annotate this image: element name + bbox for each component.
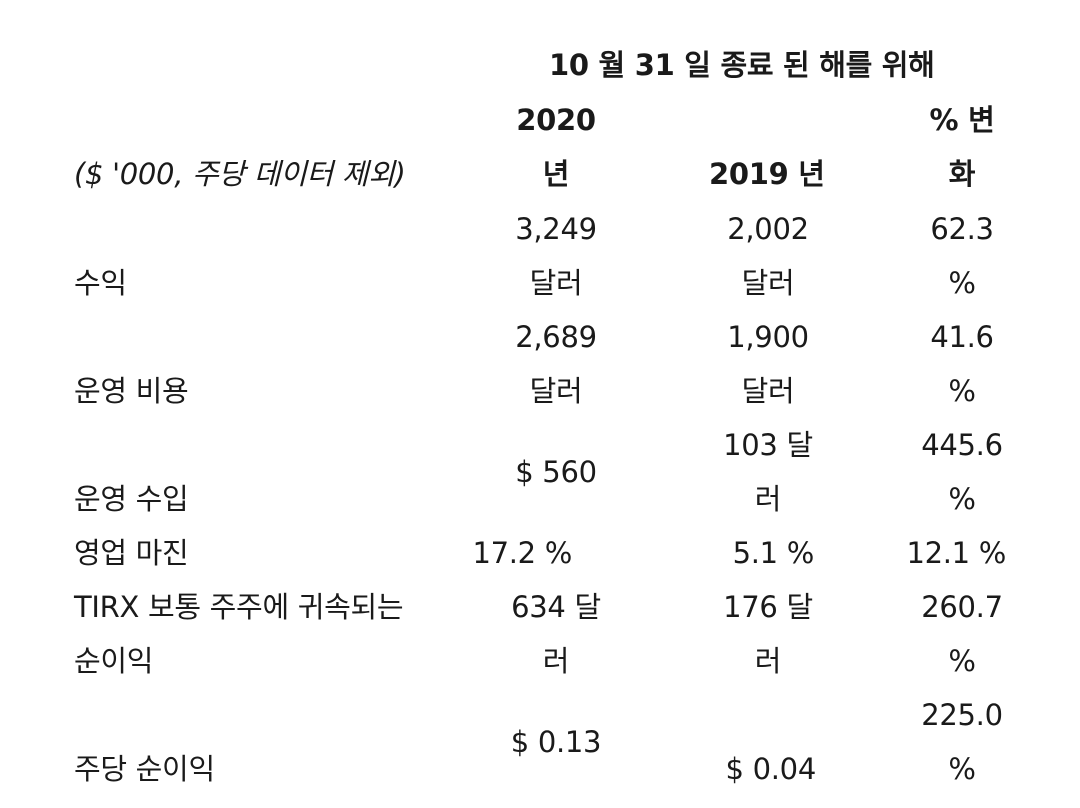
col-change-header-line2: 화	[948, 157, 976, 191]
cell-change: %	[948, 482, 976, 516]
cell-2020: $ 560	[515, 455, 597, 489]
row-label: 수익	[74, 266, 127, 300]
cell-2019: 176 달	[723, 590, 813, 624]
row-label: 운영 수입	[74, 482, 189, 516]
cell-2020: $ 0.13	[510, 725, 602, 759]
cell-2020: 러	[542, 644, 570, 678]
col-2020-header-line2: 년	[542, 157, 570, 191]
cell-2020: 634 달	[511, 590, 601, 624]
cell-change: 225.0	[921, 698, 1003, 732]
cell-2019: 2,002	[727, 212, 809, 246]
row-label: 운영 비용	[74, 374, 189, 408]
cell-2019: 러	[754, 482, 782, 516]
cell-change: %	[948, 752, 976, 786]
cell-2020: 달러	[529, 374, 583, 408]
cell-2019: 러	[754, 644, 782, 678]
cell-2020: 17.2 %	[472, 536, 572, 570]
cell-2019: $ 0.04	[725, 752, 817, 786]
row-label: TIRX 보통 주주에 귀속되는	[74, 590, 404, 624]
cell-2019: 103 달	[723, 428, 813, 462]
cell-change: 41.6	[930, 320, 994, 354]
row-label: 영업 마진	[74, 536, 189, 570]
cell-2020: 3,249	[515, 212, 597, 246]
cell-change: 260.7	[921, 590, 1003, 624]
cell-change: %	[948, 266, 976, 300]
cell-change: %	[948, 374, 976, 408]
cell-2019: 1,900	[727, 320, 809, 354]
cell-2019: 달러	[741, 266, 795, 300]
row-label: 순이익	[74, 644, 154, 678]
row-label: 주당 순이익	[74, 752, 215, 786]
period-header: 10 월 31 일 종료 된 해를 위해	[549, 48, 935, 82]
cell-2019: 달러	[741, 374, 795, 408]
cell-2020: 달러	[529, 266, 583, 300]
cell-change: %	[948, 644, 976, 678]
unit-label: ($ '000, 주당 데이터 제외)	[74, 157, 406, 191]
cell-change: 12.1 %	[906, 536, 1006, 570]
col-2020-header-line1: 2020	[516, 103, 596, 137]
col-2019-header: 2019 년	[709, 157, 825, 191]
cell-change: 445.6	[921, 428, 1003, 462]
col-change-header-line1: % 변	[929, 103, 995, 137]
cell-2019: 5.1 %	[732, 536, 815, 570]
cell-2020: 2,689	[515, 320, 597, 354]
cell-change: 62.3	[930, 212, 994, 246]
